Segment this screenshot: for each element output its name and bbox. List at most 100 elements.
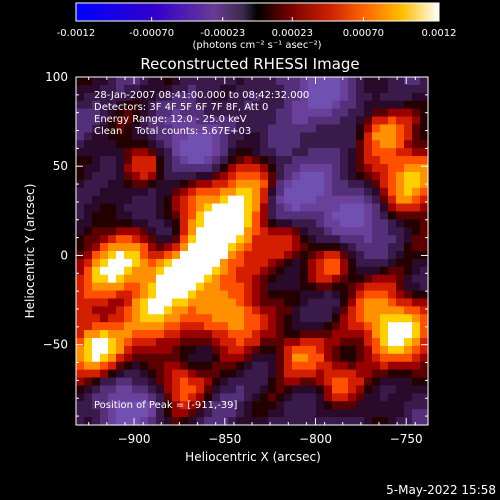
- heatmap-cell: [76, 393, 85, 402]
- heatmap-cell: [116, 322, 125, 331]
- heatmap-cell: [252, 345, 261, 355]
- heatmap-cell: [148, 187, 157, 197]
- heatmap-cell: [180, 140, 189, 149]
- heatmap-cell: [116, 92, 125, 102]
- heatmap-cell: [180, 195, 189, 205]
- heatmap-cell: [212, 132, 221, 141]
- heatmap-cell: [108, 417, 117, 426]
- heatmap-cell: [404, 345, 413, 355]
- heatmap-cell: [388, 385, 397, 394]
- heatmap-cell: [244, 203, 253, 213]
- heatmap-cell: [108, 322, 117, 331]
- heatmap-cell: [92, 417, 101, 426]
- heatmap-cell: [172, 401, 181, 410]
- heatmap-cell: [372, 266, 381, 276]
- heatmap-cell: [412, 195, 421, 205]
- heatmap-cell: [268, 338, 277, 347]
- heatmap-cell: [284, 401, 293, 410]
- heatmap-cell: [300, 171, 309, 181]
- heatmap-cell: [132, 179, 141, 189]
- heatmap-cell: [260, 393, 269, 402]
- heatmap-cell: [228, 361, 237, 371]
- heatmap-cell: [404, 298, 413, 307]
- heatmap-cell: [84, 338, 93, 347]
- heatmap-cell: [308, 164, 317, 173]
- heatmap-cell: [252, 243, 261, 252]
- heatmap-cell: [388, 338, 397, 347]
- heatmap-cell: [332, 393, 341, 402]
- heatmap-cell: [332, 322, 341, 331]
- heatmap-cell: [220, 156, 229, 165]
- heatmap-cell: [252, 132, 261, 141]
- heatmap-cell: [284, 353, 293, 363]
- heatmap-cell: [412, 77, 421, 86]
- heatmap-cell: [148, 338, 157, 347]
- heatmap-cell: [172, 393, 181, 402]
- heatmap-cell: [84, 148, 93, 157]
- heatmap-cell: [124, 282, 133, 292]
- heatmap-cell: [396, 235, 405, 244]
- heatmap-cell: [252, 124, 261, 133]
- heatmap-cell: [404, 377, 413, 387]
- heatmap-cell: [220, 187, 229, 197]
- heatmap-cell: [76, 235, 85, 244]
- heatmap-cell: [348, 385, 357, 394]
- heatmap-cell: [260, 409, 269, 418]
- heatmap-cell: [388, 140, 397, 149]
- heatmap-cell: [124, 417, 133, 426]
- heatmap-cell: [300, 92, 309, 102]
- heatmap-cell: [372, 140, 381, 149]
- heatmap-cell: [252, 84, 261, 94]
- heatmap-cell: [332, 100, 341, 110]
- heatmap-cell: [164, 203, 173, 213]
- heatmap-cell: [404, 108, 413, 118]
- heatmap-cell: [252, 156, 261, 165]
- heatmap-cell: [340, 369, 349, 379]
- heatmap-cell: [116, 290, 125, 300]
- heatmap-cell: [324, 409, 333, 418]
- heatmap-cell: [300, 258, 309, 268]
- heatmap-cell: [164, 409, 173, 418]
- heatmap-cell: [404, 385, 413, 394]
- heatmap-cell: [92, 140, 101, 149]
- heatmap-cell: [260, 156, 269, 165]
- heatmap-cell: [236, 124, 245, 133]
- heatmap-cell: [412, 108, 421, 118]
- heatmap-cell: [316, 345, 325, 355]
- heatmap-cell: [316, 100, 325, 110]
- heatmap-cell: [260, 203, 269, 213]
- heatmap-cell: [372, 290, 381, 300]
- heatmap-cell: [356, 203, 365, 213]
- heatmap-cell: [164, 258, 173, 268]
- heatmap-cell: [164, 84, 173, 94]
- heatmap-cell: [372, 187, 381, 197]
- heatmap-cell: [204, 235, 213, 244]
- heatmap-cell: [300, 227, 309, 236]
- heatmap-cell: [92, 171, 101, 181]
- heatmap-cell: [164, 274, 173, 284]
- heatmap-cell: [252, 338, 261, 347]
- heatmap-cell: [348, 330, 357, 339]
- heatmap-cell: [252, 353, 261, 363]
- heatmap-cell: [316, 77, 325, 86]
- heatmap-cell: [196, 187, 205, 197]
- heatmap-cell: [388, 227, 397, 236]
- heatmap-cell: [396, 353, 405, 363]
- heatmap-cell: [356, 330, 365, 339]
- heatmap-cell: [332, 179, 341, 189]
- heatmap-cell: [268, 251, 277, 260]
- heatmap-cell: [188, 77, 197, 86]
- heatmap-cell: [196, 338, 205, 347]
- heatmap-cell: [140, 124, 149, 133]
- heatmap-cell: [212, 298, 221, 307]
- heatmap-cell: [332, 361, 341, 371]
- heatmap-cell: [212, 140, 221, 149]
- heatmap-cell: [188, 306, 197, 315]
- heatmap-cell: [164, 282, 173, 292]
- heatmap-cell: [348, 306, 357, 315]
- heatmap-cell: [396, 179, 405, 189]
- heatmap-cell: [340, 322, 349, 331]
- heatmap-cell: [100, 314, 109, 323]
- heatmap-cell: [100, 345, 109, 355]
- heatmap-cell: [148, 409, 157, 418]
